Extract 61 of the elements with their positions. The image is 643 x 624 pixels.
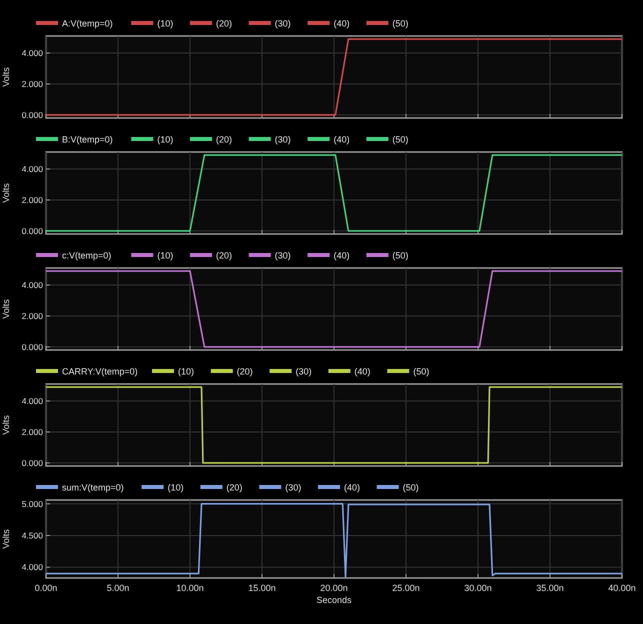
x-tick-label: 20.00n [320, 583, 348, 593]
legend-label: (10) [178, 366, 194, 376]
legend-label: (10) [157, 134, 174, 144]
y-tick-label: 0.000 [22, 110, 44, 120]
legend-label: (40) [344, 482, 360, 492]
legend-label: (20) [216, 250, 232, 260]
y-tick-label: 4.500 [22, 530, 44, 541]
x-tick-label: 0.00n [34, 583, 58, 593]
legend-label: (20) [226, 482, 242, 492]
legend-label: c:V(temp=0) [62, 250, 112, 260]
y-axis-title: Volts [1, 528, 11, 549]
legend-label: (50) [392, 18, 408, 28]
y-axis-title: Volts [1, 298, 11, 319]
y-tick-label: 0.000 [22, 342, 44, 352]
x-tick-label: 30.00n [464, 583, 492, 593]
legend-label: (50) [392, 250, 408, 260]
x-tick-label: 10.00n [176, 583, 204, 593]
x-tick-label: 15.00n [248, 583, 276, 593]
y-tick-label: 4.000 [22, 48, 44, 58]
legend-label: (20) [216, 18, 232, 28]
x-tick-label: 35.00n [536, 583, 564, 593]
legend-label: (30) [296, 366, 312, 376]
legend-label: (10) [157, 250, 174, 260]
y-axis-title: Volts [1, 66, 11, 87]
legend-label: (50) [413, 366, 430, 376]
legend-label: (40) [334, 250, 350, 260]
legend-label: (40) [354, 366, 370, 376]
y-tick-label: 4.000 [22, 280, 44, 290]
y-tick-label: 5.000 [22, 498, 44, 509]
legend-label: B:V(temp=0) [62, 134, 113, 144]
legend-label: (50) [392, 134, 408, 144]
legend-label: (30) [274, 134, 291, 144]
y-tick-label: 0.000 [22, 226, 44, 236]
y-tick-label: 0.000 [22, 458, 44, 468]
legend-label: (30) [274, 18, 291, 28]
legend-label: (30) [285, 482, 302, 492]
y-axis-title: Volts [1, 182, 11, 203]
legend-label: (30) [274, 250, 291, 260]
y-tick-label: 4.000 [22, 396, 44, 406]
y-tick-label: 2.000 [22, 426, 44, 437]
legend-label: (10) [168, 482, 184, 492]
x-tick-label: 40.00n [608, 583, 636, 593]
legend-label: (20) [236, 366, 253, 376]
y-tick-label: 4.000 [22, 164, 44, 174]
y-tick-label: 2.000 [22, 78, 44, 89]
y-tick-label: 4.000 [22, 562, 44, 572]
line-series [45, 503, 623, 578]
legend-label: (50) [402, 482, 419, 492]
legend-label: (40) [334, 18, 350, 28]
y-tick-label: 2.000 [22, 310, 44, 321]
legend-label: (40) [334, 134, 350, 144]
legend-label: A:V(temp=0) [62, 18, 113, 28]
y-axis-title: Volts [1, 414, 11, 435]
x-axis-title: Seconds [316, 595, 352, 605]
y-tick-label: 2.000 [22, 194, 44, 205]
legend-label: sum:V(temp=0) [62, 482, 124, 492]
legend-label: CARRY:V(temp=0) [62, 366, 138, 376]
legend-label: (20) [216, 134, 232, 144]
legend-label: (10) [157, 18, 174, 28]
x-tick-label: 25.00n [392, 583, 420, 593]
x-tick-label: 5.00n [106, 583, 130, 593]
